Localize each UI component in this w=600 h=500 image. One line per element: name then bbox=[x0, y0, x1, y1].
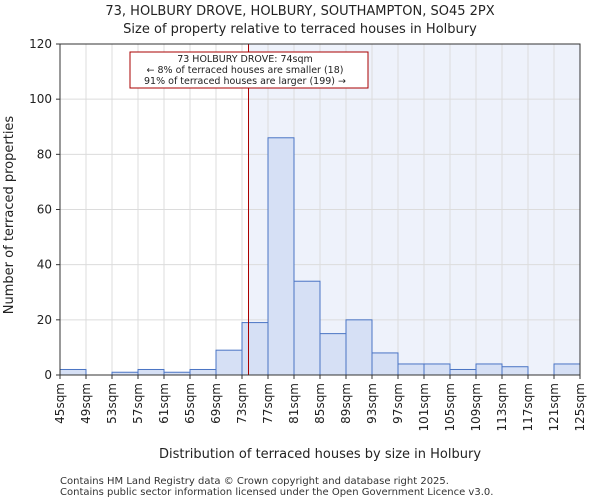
histogram-bar bbox=[59, 368, 87, 376]
footer-line-2: Contains public sector information licen… bbox=[60, 487, 493, 498]
y-tick-label: 60 bbox=[37, 203, 52, 217]
histogram-bar bbox=[449, 368, 477, 376]
x-tick-label: 65sqm bbox=[183, 383, 197, 424]
histogram-bar bbox=[189, 368, 217, 376]
x-tick-label: 93sqm bbox=[365, 383, 379, 424]
y-tick-label: 0 bbox=[44, 368, 52, 382]
histogram-bar bbox=[345, 319, 373, 376]
histogram-bar bbox=[501, 366, 529, 376]
x-tick-label: 77sqm bbox=[261, 383, 275, 424]
histogram-bar bbox=[215, 349, 243, 376]
annotation-frame bbox=[129, 51, 369, 89]
footer-line-1: Contains HM Land Registry data © Crown c… bbox=[60, 476, 449, 487]
y-tick-label: 100 bbox=[29, 92, 52, 106]
x-tick-label: 121sqm bbox=[547, 383, 561, 431]
x-tick-label: 85sqm bbox=[313, 383, 327, 424]
y-tick-label: 120 bbox=[29, 37, 52, 51]
x-tick-label: 117sqm bbox=[521, 383, 535, 431]
x-tick-label: 49sqm bbox=[79, 383, 93, 424]
annotation-line-1: 73 HOLBURY DROVE: 74sqm bbox=[177, 54, 313, 65]
chart-subtitle: Size of property relative to terraced ho… bbox=[123, 22, 477, 37]
histogram-bar bbox=[371, 352, 399, 376]
y-tick-labels: 0 20 40 60 80 100 120 bbox=[29, 37, 60, 382]
x-tick-label: 101sqm bbox=[417, 383, 431, 431]
y-tick-label: 20 bbox=[37, 313, 52, 327]
histogram-bar bbox=[319, 333, 347, 376]
x-tick-label: 125sqm bbox=[573, 383, 587, 431]
x-tick-label: 73sqm bbox=[235, 383, 249, 424]
histogram-bar bbox=[475, 363, 503, 376]
x-tick-label: 53sqm bbox=[105, 383, 119, 424]
x-tick-label: 105sqm bbox=[443, 383, 457, 431]
x-tick-label: 113sqm bbox=[495, 383, 509, 431]
y-axis-label: Number of terraced properties bbox=[2, 116, 17, 315]
x-tick-label: 97sqm bbox=[391, 383, 405, 424]
x-tick-label: 89sqm bbox=[339, 383, 353, 424]
histogram-bar bbox=[423, 363, 451, 376]
histogram-bar bbox=[137, 368, 165, 376]
histogram-bar bbox=[267, 137, 295, 376]
x-tick-label: 81sqm bbox=[287, 383, 301, 424]
histogram-bar bbox=[553, 363, 581, 376]
y-tick-label: 80 bbox=[37, 147, 52, 161]
histogram-bar bbox=[241, 322, 269, 376]
annotation-line-3: 91% of terraced houses are larger (199) … bbox=[144, 76, 346, 87]
x-tick-label: 45sqm bbox=[53, 383, 67, 424]
y-tick-label: 40 bbox=[37, 258, 52, 272]
x-axis-label: Distribution of terraced houses by size … bbox=[159, 447, 481, 462]
annotation-line-2: ← 8% of terraced houses are smaller (18) bbox=[147, 65, 344, 76]
x-tick-labels: 45sqm 49sqm 53sqm 57sqm 61sqm 65sqm 69sqm 73sqm… bbox=[53, 375, 587, 431]
x-tick-label: 57sqm bbox=[131, 383, 145, 424]
annotation-box: 73 HOLBURY DROVE: 74sqm ← 8% of terraced… bbox=[129, 51, 369, 89]
x-tick-label: 69sqm bbox=[209, 383, 223, 424]
x-tick-label: 109sqm bbox=[469, 383, 483, 431]
x-tick-label: 61sqm bbox=[157, 383, 171, 424]
histogram-bar bbox=[397, 363, 425, 376]
bars bbox=[59, 137, 581, 376]
histogram-bar bbox=[293, 280, 321, 376]
chart-title: 73, HOLBURY DROVE, HOLBURY, SOUTHAMPTON,… bbox=[105, 4, 494, 19]
